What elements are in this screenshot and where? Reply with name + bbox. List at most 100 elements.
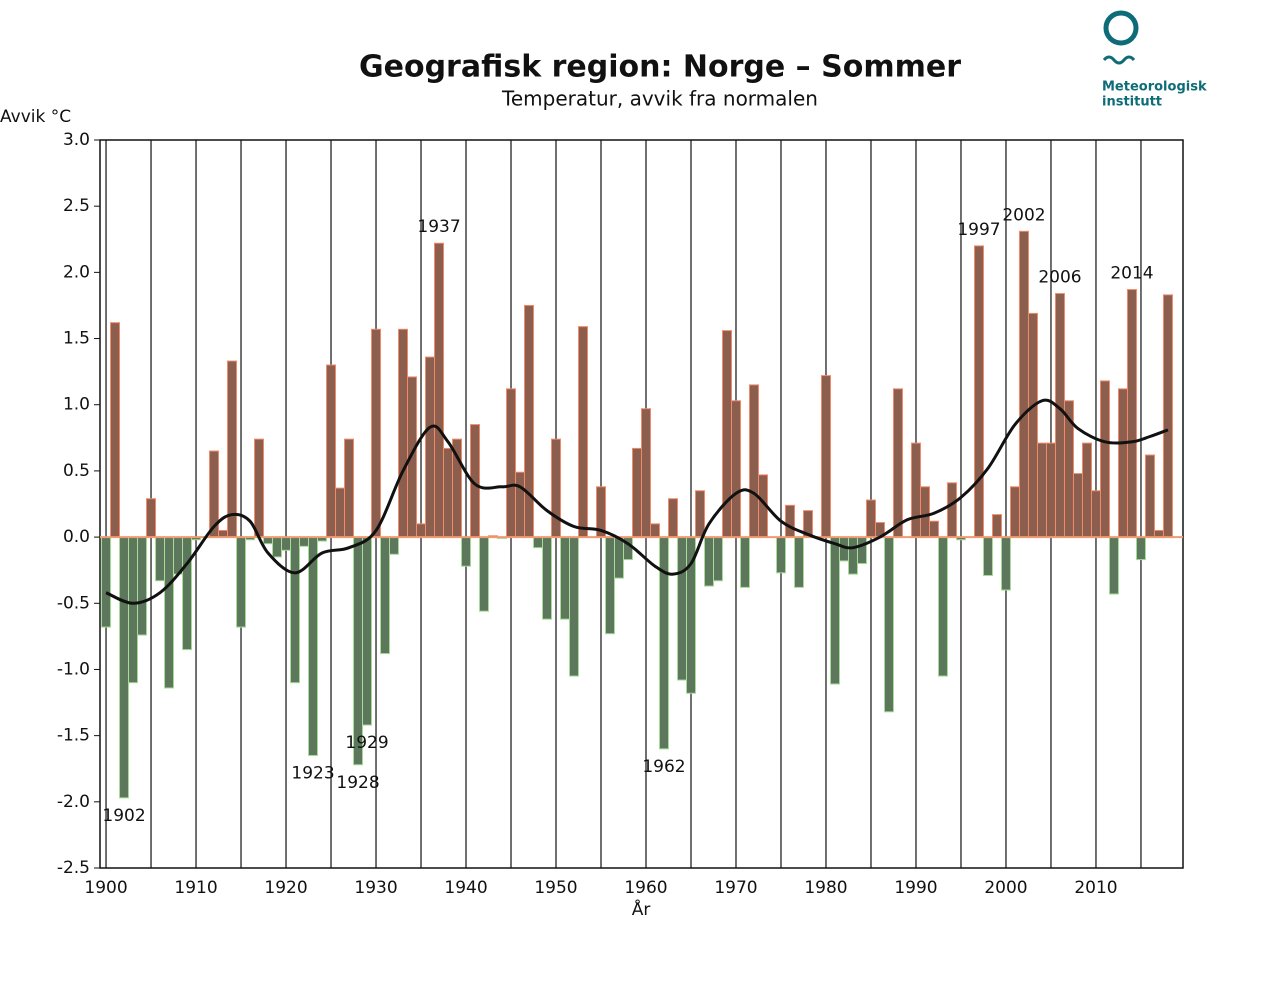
bar	[703, 536, 714, 587]
annotation: 2014	[1110, 264, 1153, 284]
x-tick-label: 1920	[264, 878, 307, 898]
bar	[1027, 312, 1038, 538]
bar	[605, 536, 616, 635]
bar	[227, 360, 238, 538]
bar	[110, 322, 121, 538]
bar	[326, 364, 337, 538]
bar	[676, 536, 687, 681]
bar	[1090, 490, 1101, 538]
x-tick-label: 1980	[804, 878, 847, 898]
bar	[290, 536, 301, 684]
x-tick-label: 2000	[984, 878, 1027, 898]
bar	[128, 536, 139, 684]
annotation: 1997	[957, 220, 1000, 240]
y-tick-label: 1.0	[63, 395, 90, 415]
bar	[362, 536, 373, 726]
x-axis-label: År	[632, 898, 651, 920]
bar	[1126, 289, 1137, 538]
y-tick-label: 2.5	[63, 196, 90, 216]
bar	[1054, 293, 1065, 538]
bar	[614, 536, 625, 579]
x-tick-label: 1990	[894, 878, 937, 898]
bar	[272, 536, 283, 558]
bar	[137, 536, 148, 636]
bar	[1162, 294, 1173, 538]
y-axis-label: Avvik °C	[0, 107, 71, 127]
bar	[434, 242, 445, 538]
x-tick-label: 1950	[534, 878, 577, 898]
bar	[1108, 536, 1119, 595]
bar	[937, 536, 948, 677]
trend-line	[105, 398, 1169, 605]
bar	[982, 536, 993, 576]
bar	[910, 442, 921, 538]
bar	[281, 536, 292, 551]
annotation: 2002	[1002, 205, 1045, 225]
bar	[425, 356, 436, 538]
bar	[856, 536, 867, 565]
bar	[1045, 442, 1056, 538]
bar	[1000, 536, 1011, 591]
bar	[1117, 388, 1128, 538]
bar	[1081, 442, 1092, 538]
bar	[1018, 230, 1029, 538]
bar	[398, 328, 409, 538]
y-tick-label: -2.5	[57, 858, 90, 878]
bar	[524, 304, 535, 538]
bar	[182, 536, 193, 651]
bar	[560, 536, 571, 620]
bar	[667, 498, 678, 538]
bar	[299, 536, 310, 547]
bar	[533, 536, 544, 549]
bar	[892, 388, 903, 538]
bar	[991, 514, 1002, 538]
bar	[919, 486, 930, 538]
bar	[353, 536, 364, 766]
bar	[371, 328, 382, 538]
y-tick-label: 3.0	[63, 130, 90, 150]
annotation: 1902	[102, 806, 145, 826]
logo: Meteorologisk institutt	[1102, 10, 1207, 110]
y-tick-label: 2.0	[63, 262, 90, 282]
bar	[101, 536, 112, 628]
chart-title: Geografisk region: Norge – Sommer	[359, 50, 961, 85]
bar	[641, 408, 651, 538]
bar	[820, 375, 831, 538]
x-tick-label: 1960	[624, 878, 667, 898]
bar	[973, 245, 984, 538]
logo-wave	[1102, 55, 1136, 65]
x-tick-label: 1910	[174, 878, 217, 898]
bar	[236, 536, 247, 628]
bar	[254, 438, 265, 538]
bar	[784, 504, 795, 538]
bar	[748, 384, 759, 538]
y-tick-label: -2.0	[57, 792, 90, 812]
bar	[569, 536, 580, 677]
y-tick-label: -1.0	[57, 659, 90, 679]
y-tick-label: 0.0	[63, 527, 90, 547]
bar	[730, 400, 741, 538]
annotation: 1923	[291, 763, 334, 783]
bar	[928, 520, 939, 538]
bar	[1135, 536, 1146, 561]
bar	[578, 326, 589, 538]
bar	[389, 536, 400, 555]
bar	[1009, 486, 1020, 538]
annotation: 1962	[642, 757, 685, 777]
plot-frame	[99, 139, 1184, 869]
bar	[308, 536, 319, 756]
x-tick-label: 1900	[84, 878, 127, 898]
bar	[506, 388, 517, 538]
bar	[865, 499, 876, 538]
logo-text: Meteorologisk	[1102, 80, 1207, 95]
bar	[739, 536, 750, 588]
y-tick-label: -0.5	[57, 593, 90, 613]
bar	[164, 536, 175, 689]
bar	[479, 536, 490, 612]
bar	[1036, 442, 1047, 538]
bar	[1072, 473, 1083, 538]
bar	[155, 536, 166, 582]
bar	[847, 536, 858, 575]
logo-circle	[1103, 10, 1139, 46]
